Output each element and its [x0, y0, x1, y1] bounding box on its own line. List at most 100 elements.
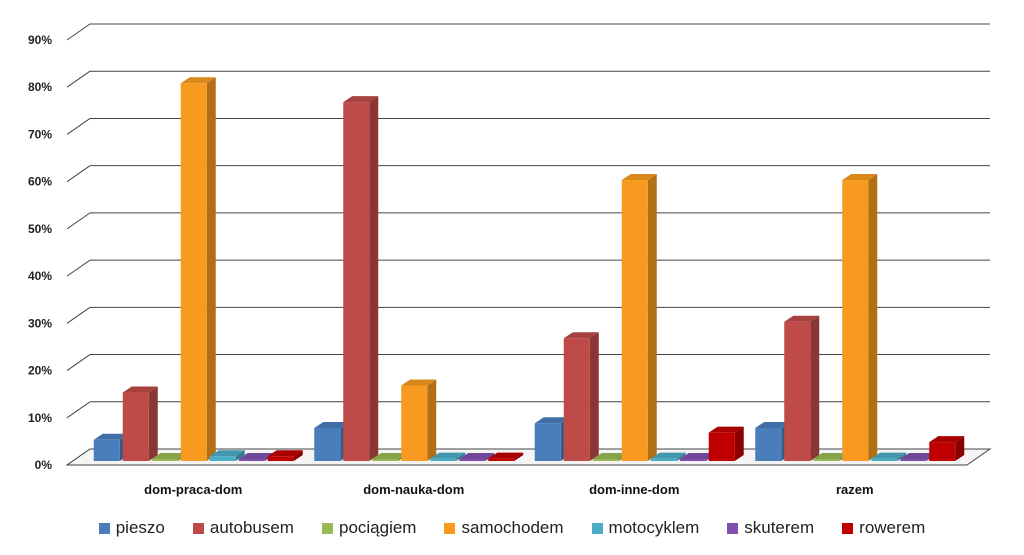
gridline-slant — [66, 23, 91, 41]
bar-top — [592, 453, 628, 459]
legend-swatch — [192, 522, 204, 534]
legend-item: rowerem — [842, 518, 925, 538]
bar — [534, 423, 561, 461]
bar-top — [708, 426, 744, 433]
bar-top — [372, 453, 408, 459]
bar — [929, 442, 956, 461]
bar — [650, 458, 677, 461]
bar-side — [589, 332, 599, 461]
gridline-slant — [66, 118, 91, 135]
y-tick-label: 20% — [28, 364, 52, 378]
gridline-slant — [66, 354, 91, 371]
bar — [430, 458, 457, 461]
legend-swatch — [98, 522, 110, 534]
legend-label: samochodem — [461, 518, 564, 537]
bar — [592, 459, 619, 461]
bar — [401, 385, 428, 461]
bar-top — [871, 452, 907, 459]
bar-top — [343, 96, 379, 103]
bar-top — [755, 421, 791, 428]
bar-top — [900, 453, 936, 459]
bar-top — [842, 174, 878, 181]
legend-label: autobusem — [209, 518, 294, 537]
bar-side — [868, 174, 878, 461]
y-tick-label: 80% — [28, 80, 52, 94]
bar-top — [267, 450, 303, 457]
bar — [314, 427, 341, 461]
bar-top — [430, 452, 466, 459]
bar-chart: 0% 10% 20% 30% 40% 50% 60% 70% 80% 90% dom-praca-… — [28, 23, 992, 497]
y-tick-label: 50% — [28, 222, 52, 236]
legend-label: motocyklem — [608, 518, 700, 537]
bar-top — [459, 453, 495, 459]
legend-item: skuterem — [727, 518, 814, 538]
bar-side — [456, 452, 466, 461]
y-tick-label: 0% — [35, 458, 53, 472]
bar — [813, 459, 840, 461]
y-tick-label: 70% — [28, 127, 52, 141]
bar-side — [897, 452, 907, 461]
bar-top — [122, 386, 158, 393]
bar-top — [93, 433, 129, 440]
bar-top — [401, 379, 437, 386]
legend-label: pieszo — [115, 518, 165, 537]
bar-top — [314, 421, 350, 428]
bar — [755, 427, 782, 461]
legend-label: rowerem — [859, 518, 926, 537]
y-tick-label: 90% — [28, 33, 52, 47]
bar-side — [485, 453, 495, 461]
bar — [900, 459, 927, 461]
bar-top — [813, 453, 849, 459]
x-tick-label: razem — [836, 482, 874, 497]
x-tick-label: dom-inne-dom — [589, 482, 679, 497]
gridline-slant — [66, 165, 91, 183]
bar — [871, 458, 898, 461]
bar-side — [514, 452, 524, 461]
bar — [563, 338, 590, 461]
legend-swatch — [444, 522, 456, 534]
legend-swatch — [591, 522, 603, 534]
legend-swatch — [321, 522, 333, 534]
bar-top — [238, 453, 274, 459]
bar-top — [784, 315, 820, 322]
bar-side — [206, 77, 216, 461]
legend-item: autobusem — [192, 518, 294, 538]
bar — [842, 180, 869, 461]
bar — [343, 102, 370, 461]
bar-top — [534, 417, 570, 424]
bar — [209, 456, 236, 461]
bar-top — [180, 77, 216, 84]
y-tick-label: 40% — [28, 269, 52, 283]
bar-side — [148, 386, 158, 461]
bar — [621, 180, 648, 461]
legend-label: pociągiem — [338, 518, 417, 537]
x-tick-label: dom-nauka-dom — [363, 482, 464, 497]
bar-top — [488, 452, 524, 459]
gridline-slant — [66, 306, 91, 324]
bar — [151, 459, 178, 461]
gridline-slant — [66, 401, 91, 419]
bar-top — [929, 436, 965, 443]
y-tick-label: 30% — [28, 316, 52, 330]
gridline-slant — [66, 70, 91, 88]
x-tick-label: dom-praca-dom — [144, 482, 242, 497]
bar — [122, 392, 149, 461]
bar-top — [621, 174, 657, 181]
bar — [708, 432, 735, 461]
bar-top — [151, 453, 187, 459]
bar — [459, 459, 486, 461]
bar-side — [235, 450, 245, 461]
bar-side — [734, 426, 744, 461]
y-axis-ticks: 0% 10% 20% 30% 40% 50% 60% 70% 80% 90% — [28, 33, 52, 472]
x-axis-labels: dom-praca-dom dom-nauka-dom dom-inne-dom ra… — [144, 482, 873, 497]
gridline-slant — [66, 259, 91, 277]
bar-side — [293, 450, 303, 461]
bar — [679, 459, 706, 461]
legend-item: pociągiem — [321, 518, 417, 538]
bar — [372, 459, 399, 461]
legend-swatch — [842, 522, 854, 534]
bar-side — [676, 452, 686, 461]
bar-side — [369, 96, 379, 461]
bar — [267, 456, 294, 461]
legend-label: skuterem — [744, 518, 815, 537]
